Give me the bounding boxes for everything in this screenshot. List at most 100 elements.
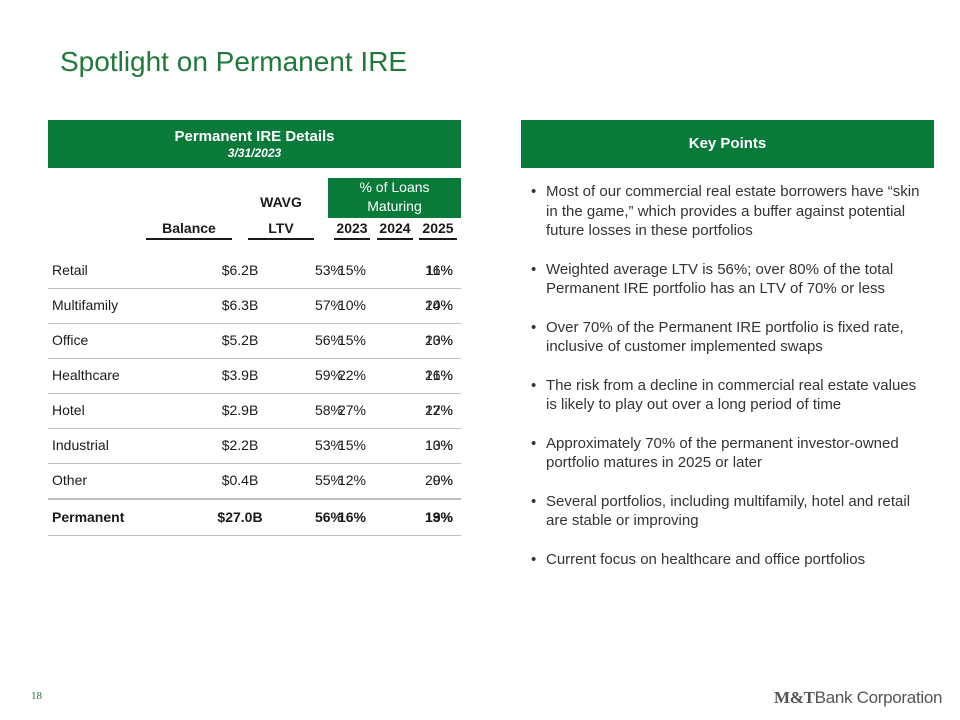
bullet-icon: • xyxy=(531,492,537,510)
row-2025: 17% xyxy=(424,402,453,418)
key-point-text: Weighted average LTV is 56%; over 80% of… xyxy=(546,260,894,298)
logo-mark: M&T xyxy=(774,688,815,707)
key-point-text: Current focus on healthcare and office p… xyxy=(546,550,866,568)
col-header-ltv: LTV xyxy=(268,220,294,236)
key-point-item: • Current focus on healthcare and office … xyxy=(531,550,931,570)
col-underline-ltv xyxy=(248,238,314,240)
table-row: Office $5.2B 56% 15% 10% 23% xyxy=(48,323,461,359)
bullet-icon: • xyxy=(531,376,537,394)
row-2025: 13% xyxy=(424,437,453,453)
row-balance: $2.2B xyxy=(221,437,259,453)
col-underline-2023 xyxy=(334,238,370,240)
table-row: Healthcare $3.9B 59% 22% 21% 16% xyxy=(48,358,461,394)
details-header-date: 3/31/2023 xyxy=(227,146,282,160)
row-balance: $5.2B xyxy=(221,332,259,348)
row-2025: 19% xyxy=(424,509,453,525)
row-2023: 12% xyxy=(337,472,366,488)
row-balance: $6.3B xyxy=(221,297,259,313)
col-underline-2024 xyxy=(377,238,413,240)
row-2023: 22% xyxy=(337,367,366,383)
row-2023: 15% xyxy=(337,332,366,348)
key-point-text: The risk from a decline in commercial re… xyxy=(546,376,917,414)
key-point-item: • Several portfolios, including multifami… xyxy=(531,492,931,531)
key-point-text: Most of our commercial real estate borro… xyxy=(546,183,920,239)
row-balance: $3.9B xyxy=(221,367,259,383)
row-2024: 22% xyxy=(424,402,453,418)
row-balance: $27.0B xyxy=(217,509,263,525)
row-2023: 15% xyxy=(337,262,366,278)
details-header-title: Permanent IRE Details xyxy=(174,128,335,145)
row-name: Other xyxy=(52,472,88,488)
row-name: Retail xyxy=(52,262,88,278)
row-2025: 16% xyxy=(424,262,453,278)
bullet-icon: • xyxy=(531,434,537,452)
page-number: 18 xyxy=(31,690,42,702)
row-name: Office xyxy=(52,332,89,348)
total-divider xyxy=(48,499,461,500)
col-underline-2025 xyxy=(419,238,457,240)
col-header-2023: 2023 xyxy=(336,220,368,236)
company-logo: M&TBank Corporation xyxy=(774,688,942,708)
row-2024: 9% xyxy=(432,472,453,488)
key-points-list: • Most of our commercial real estate borr… xyxy=(531,182,931,588)
row-ltv: 58% xyxy=(314,402,344,418)
row-2023: 27% xyxy=(337,402,366,418)
row-ltv: 55% xyxy=(314,472,344,488)
col-underline-balance xyxy=(146,238,232,240)
page-title: Spotlight on Permanent IRE xyxy=(60,46,408,77)
table-row: Retail $6.2B 53% 15% 11% 16% xyxy=(48,253,461,289)
row-2023: 10% xyxy=(337,297,366,313)
row-2024: 10% xyxy=(424,297,453,313)
row-name: Hotel xyxy=(52,402,85,418)
col-header-2025: 2025 xyxy=(422,220,454,236)
key-point-item: • Approximately 70% of the permanent inve… xyxy=(531,434,931,473)
key-points-header: Key Points xyxy=(521,120,934,168)
key-point-item: • Most of our commercial real estate borr… xyxy=(531,182,931,241)
table-row: Multifamily $6.3B 57% 10% 10% 24% xyxy=(48,288,461,324)
row-ltv: 53% xyxy=(314,437,344,453)
row-ltv: 57% xyxy=(314,297,344,313)
key-point-text: Over 70% of the Permanent IRE portfolio … xyxy=(546,318,904,356)
row-name: Permanent xyxy=(52,509,125,525)
maturing-label-line1: % of Loans xyxy=(359,179,430,195)
table-row: Hotel $2.9B 58% 27% 22% 17% xyxy=(48,393,461,429)
row-balance: $2.9B xyxy=(221,402,259,418)
row-2024: 10% xyxy=(424,437,453,453)
table-row: Other $0.4B 55% 12% 9% 20% xyxy=(48,463,461,499)
row-ltv: 56% xyxy=(314,332,344,348)
row-balance: $0.4B xyxy=(221,472,259,488)
logo-text: Bank Corporation xyxy=(814,688,943,707)
row-name: Multifamily xyxy=(52,297,119,313)
details-header: Permanent IRE Details 3/31/2023 xyxy=(48,120,461,168)
col-header-2024: 2024 xyxy=(379,220,411,236)
row-2023: 16% xyxy=(337,509,366,525)
row-ltv: 53% xyxy=(314,262,344,278)
row-2024: 10% xyxy=(424,332,453,348)
bullet-icon: • xyxy=(531,318,537,336)
row-2025: 16% xyxy=(424,367,453,383)
row-2024: 11% xyxy=(426,262,453,278)
key-point-text: Several portfolios, including multifamil… xyxy=(546,492,911,530)
row-ltv: 56% xyxy=(314,509,344,525)
key-point-item: • Over 70% of the Permanent IRE portfolio… xyxy=(531,318,931,357)
key-points-header-title: Key Points xyxy=(688,135,767,152)
row-name: Healthcare xyxy=(52,367,120,383)
row-2025: 20% xyxy=(424,472,453,488)
key-point-text: Approximately 70% of the permanent inves… xyxy=(546,434,899,472)
maturing-group-header: % of Loans Maturing xyxy=(328,178,461,218)
row-2025: 24% xyxy=(424,297,453,313)
wavg-label: WAVG xyxy=(260,194,302,210)
row-2024: 21% xyxy=(424,367,453,383)
table-row-total: Permanent $27.0B 56% 16% 13% 19% xyxy=(48,500,461,536)
row-name: Industrial xyxy=(52,437,109,453)
maturing-label-line2: Maturing xyxy=(367,198,422,214)
bullet-icon: • xyxy=(531,550,537,568)
bullet-icon: • xyxy=(531,260,537,278)
col-header-balance: Balance xyxy=(162,220,216,236)
bullet-icon: • xyxy=(531,183,537,200)
row-2023: 15% xyxy=(337,437,366,453)
key-point-item: • Weighted average LTV is 56%; over 80% o… xyxy=(531,260,931,299)
row-2025: 23% xyxy=(424,332,453,348)
row-2024: 13% xyxy=(424,509,453,525)
row-ltv: 59% xyxy=(314,367,344,383)
